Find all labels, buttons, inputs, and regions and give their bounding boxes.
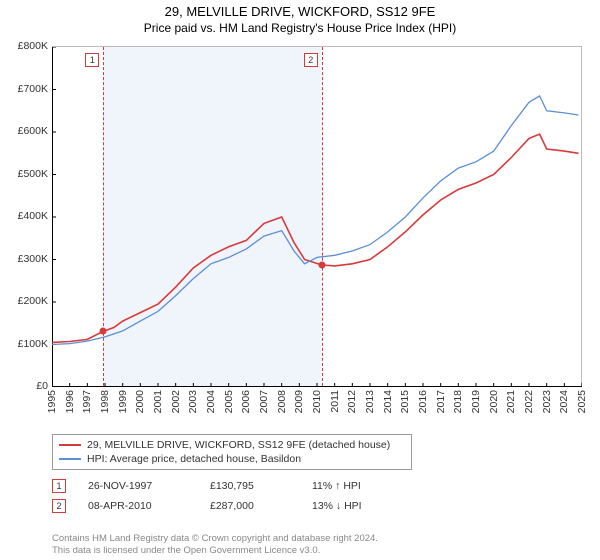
y-tick-label: £500K [0,168,48,180]
event-price-1: £130,795 [210,480,290,492]
event-rows: 1 26-NOV-1997 £130,795 11% ↑ HPI 2 08-AP… [52,476,582,516]
chart-wrap: 29, MELVILLE DRIVE, WICKFORD, SS12 9FE P… [0,0,600,560]
event-marker-1: 1 [52,479,66,493]
x-axis: 1995199619971998199920002001200220032004… [52,388,582,438]
chart-subtitle: Price paid vs. HM Land Registry's House … [0,21,600,35]
x-tick-label: 2013 [364,390,376,413]
sale-dot [318,262,325,269]
sale-marker-line [322,47,323,386]
y-tick-label: £0 [0,380,48,392]
x-tick-label: 2001 [152,390,164,413]
x-tick-label: 2004 [205,390,217,413]
event-row-2: 2 08-APR-2010 £287,000 13% ↓ HPI [52,496,582,516]
event-price-2: £287,000 [210,500,290,512]
chart-title: 29, MELVILLE DRIVE, WICKFORD, SS12 9FE [0,4,600,19]
y-tick-label: £700K [0,83,48,95]
x-tick-label: 2010 [311,390,323,413]
x-tick-label: 2017 [435,390,447,413]
series-line-hpi [52,96,579,345]
sale-marker-badge: 1 [85,53,99,67]
x-tick-label: 2011 [329,390,341,413]
sale-marker-badge: 2 [304,53,318,67]
x-tick-label: 2022 [523,390,535,413]
legend-swatch-price-paid [59,444,81,446]
x-tick-label: 1997 [81,390,93,413]
x-tick-label: 2008 [276,390,288,413]
event-date-2: 08-APR-2010 [88,500,188,512]
y-axis: £0£100K£200K£300K£400K£500K£600K£700K£80… [0,46,50,386]
x-tick-label: 2012 [346,390,358,413]
plot-svg [52,47,582,387]
titles: 29, MELVILLE DRIVE, WICKFORD, SS12 9FE P… [0,0,600,35]
legend-box: 29, MELVILLE DRIVE, WICKFORD, SS12 9FE (… [52,434,412,470]
legend-row-hpi: HPI: Average price, detached house, Basi… [59,452,405,466]
x-tick-label: 1995 [46,390,58,413]
plot-area: 12 [52,46,582,386]
x-tick-label: 2020 [488,390,500,413]
legend-label-price-paid: 29, MELVILLE DRIVE, WICKFORD, SS12 9FE (… [87,439,390,451]
y-tick-label: £200K [0,295,48,307]
x-tick-label: 2016 [417,390,429,413]
series-line-price_paid [52,134,579,342]
y-tick-label: £400K [0,210,48,222]
x-tick-label: 1998 [99,390,111,413]
x-tick-label: 1999 [117,390,129,413]
x-tick-label: 2009 [293,390,305,413]
y-tick-label: £800K [0,40,48,52]
x-tick-label: 2007 [258,390,270,413]
x-tick-label: 1996 [64,390,76,413]
x-tick-label: 2018 [452,390,464,413]
event-hpi-1: 11% ↑ HPI [312,480,412,492]
y-tick-label: £100K [0,338,48,350]
legend-label-hpi: HPI: Average price, detached house, Basi… [87,453,301,465]
footer-line-1: Contains HM Land Registry data © Crown c… [52,533,378,544]
x-tick-label: 2021 [505,390,517,413]
x-tick-label: 2015 [399,390,411,413]
legend-row-price-paid: 29, MELVILLE DRIVE, WICKFORD, SS12 9FE (… [59,438,405,452]
x-tick-label: 2005 [223,390,235,413]
footer-line-2: This data is licensed under the Open Gov… [52,545,378,556]
x-tick-label: 2006 [240,390,252,413]
legend-swatch-hpi [59,458,81,460]
event-marker-2: 2 [52,499,66,513]
event-row-1: 1 26-NOV-1997 £130,795 11% ↑ HPI [52,476,582,496]
event-hpi-2: 13% ↓ HPI [312,500,412,512]
x-tick-label: 2019 [470,390,482,413]
x-tick-label: 2003 [187,390,199,413]
y-tick-label: £300K [0,253,48,265]
x-tick-label: 2014 [382,390,394,413]
x-axis-line [52,386,582,387]
footer-attribution: Contains HM Land Registry data © Crown c… [52,533,378,556]
y-tick-label: £600K [0,125,48,137]
sale-marker-line [103,47,104,386]
x-tick-label: 2024 [558,390,570,413]
event-date-1: 26-NOV-1997 [88,480,188,492]
x-tick-label: 2000 [134,390,146,413]
x-tick-label: 2023 [541,390,553,413]
x-tick-label: 2002 [170,390,182,413]
x-tick-label: 2025 [576,390,588,413]
sale-dot [100,328,107,335]
